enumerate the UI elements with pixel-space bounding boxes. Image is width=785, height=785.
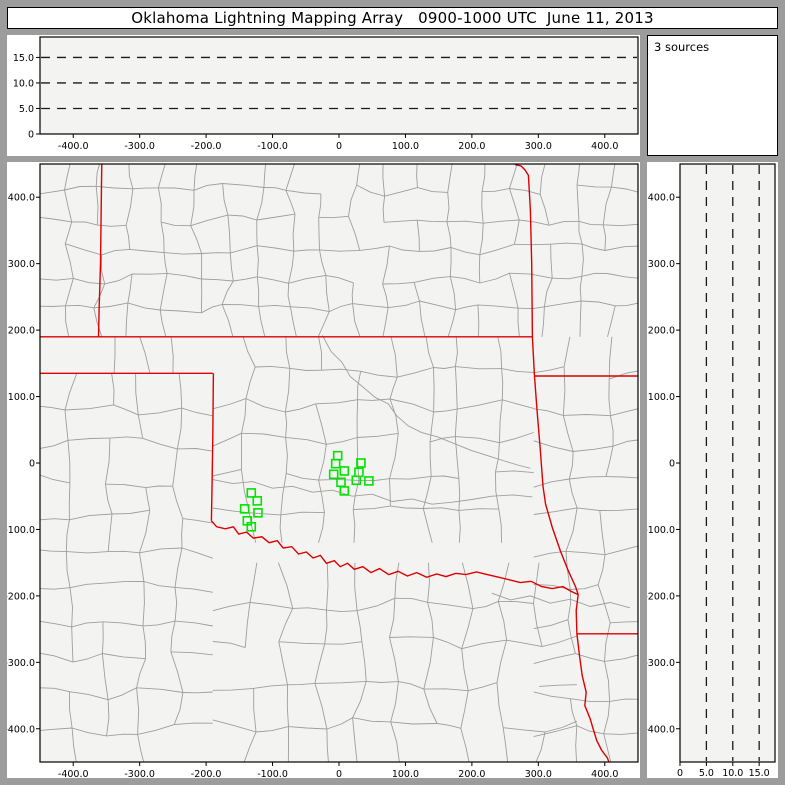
lightning-source-marker [253, 508, 263, 518]
sources-count-label: 3 sources [654, 40, 710, 54]
tick-label: 300.0 [525, 769, 552, 778]
tick-label: -100.0 [7, 525, 35, 536]
lightning-source-marker [246, 521, 257, 532]
lightning-source-marker [339, 466, 350, 476]
tick-label: -400.0 [58, 769, 89, 778]
tick-label: -300.0 [7, 658, 35, 669]
tick-label: 15.0 [749, 768, 770, 778]
tick-label: 400.0 [8, 193, 35, 204]
tick-label: -200.0 [7, 591, 35, 602]
tick-label: -100.0 [647, 525, 675, 536]
axis-ticks: -400.0 -300.0 -200.0 -100.0 0 100.0 200.0 300.0… [13, 53, 619, 152]
tick-label: 200.0 [458, 141, 485, 152]
tick-label: 0 [28, 130, 34, 141]
tick-label: -200.0 [191, 769, 222, 778]
tick-label: 10.0 [13, 78, 34, 89]
tick-label: 200.0 [648, 326, 675, 337]
plan-view-panel: -400.0 -400.0 -300.0 -300.0 -200.0 -200.0 -100… [7, 162, 640, 778]
tick-label: 400.0 [591, 769, 618, 778]
tick-label: 0 [29, 459, 35, 470]
lightning-source-marker [351, 475, 362, 486]
lightning-source-marker [339, 486, 350, 496]
window-title: Oklahoma Lightning Mapping Array 0900-10… [131, 9, 654, 27]
ns-altitude-panel: -400.0 -300.0 -200.0 -100.0 0 100.0 200.0 300.0… [647, 162, 778, 778]
tick-label: -400.0 [647, 724, 675, 735]
state-border-oklahoma-east [514, 164, 579, 595]
tick-label: 100.0 [8, 392, 35, 403]
lightning-sources [239, 450, 374, 532]
lightning-source-marker [246, 488, 257, 498]
tick-label: -300.0 [647, 658, 675, 669]
tick-label: 0 [336, 141, 342, 152]
tick-label: 400.0 [591, 141, 618, 152]
tick-label: 300.0 [525, 141, 552, 152]
state-border-red-river [210, 520, 579, 596]
lightning-source-marker [252, 496, 263, 506]
tick-label: 200.0 [8, 326, 35, 337]
tick-label: 0 [669, 459, 675, 470]
ew-altitude-plot[interactable]: -400.0 -300.0 -200.0 -100.0 0 100.0 200.0 300.0… [7, 35, 640, 156]
title-bar: Oklahoma Lightning Mapping Array 0900-10… [7, 7, 778, 29]
tick-label: 100.0 [392, 141, 419, 152]
state-border-texas-panhandle-east [210, 373, 215, 521]
tick-label: 10.0 [722, 768, 743, 778]
state-border-texas-louisiana [575, 594, 610, 762]
tick-label: -100.0 [257, 769, 288, 778]
southeast-river [491, 592, 631, 609]
tick-label: -200.0 [647, 591, 675, 602]
tick-label: -400.0 [58, 141, 89, 152]
tick-label: -200.0 [191, 141, 222, 152]
ew-altitude-panel: -400.0 -300.0 -200.0 -100.0 0 100.0 200.0 300.0… [7, 35, 640, 156]
tick-label: 100.0 [392, 769, 419, 778]
tick-label: 5.0 [699, 768, 714, 778]
canadian-river [212, 479, 533, 505]
map-layers [40, 164, 638, 762]
ns-altitude-plot[interactable]: -400.0 -300.0 -200.0 -100.0 0 100.0 200.0 300.0… [647, 162, 778, 778]
plot-background [680, 164, 775, 762]
lightning-source-marker [239, 504, 250, 514]
tick-label: 300.0 [8, 259, 35, 270]
state-border-lines [40, 164, 638, 762]
tick-label: 0 [336, 769, 342, 778]
plan-view-map-plot[interactable]: -400.0 -400.0 -300.0 -300.0 -200.0 -200.0 -100… [7, 162, 640, 778]
tick-label: 100.0 [648, 392, 675, 403]
lightning-source-marker [328, 469, 339, 480]
tick-label: -400.0 [7, 724, 35, 735]
tick-label: 0 [677, 768, 683, 778]
sources-panel: 3 sources [647, 35, 778, 156]
lightning-source-marker [330, 458, 341, 469]
arkansas-river [322, 335, 531, 469]
tick-label: 400.0 [648, 193, 675, 204]
axis-ticks: -400.0 -300.0 -200.0 -100.0 0 100.0 200.0 300.0… [647, 193, 770, 778]
lightning-source-marker [364, 476, 374, 486]
plot-background [40, 37, 638, 134]
lightning-source-marker [356, 458, 366, 468]
tick-label: 200.0 [458, 769, 485, 778]
tick-label: 15.0 [13, 53, 34, 64]
county-lines [40, 164, 638, 762]
dashed-altitude-gridlines [41, 56, 637, 110]
tick-label: -300.0 [124, 769, 155, 778]
tick-label: -100.0 [257, 141, 288, 152]
tick-label: -300.0 [124, 141, 155, 152]
state-border-colorado-kansas [97, 164, 103, 337]
dashed-altitude-gridlines [705, 165, 760, 761]
tick-label: 5.0 [19, 104, 34, 115]
axis-ticks: -400.0 -400.0 -300.0 -300.0 -200.0 -200.0 -100… [7, 193, 618, 778]
river-lines [212, 335, 631, 609]
tick-label: 300.0 [648, 259, 675, 270]
